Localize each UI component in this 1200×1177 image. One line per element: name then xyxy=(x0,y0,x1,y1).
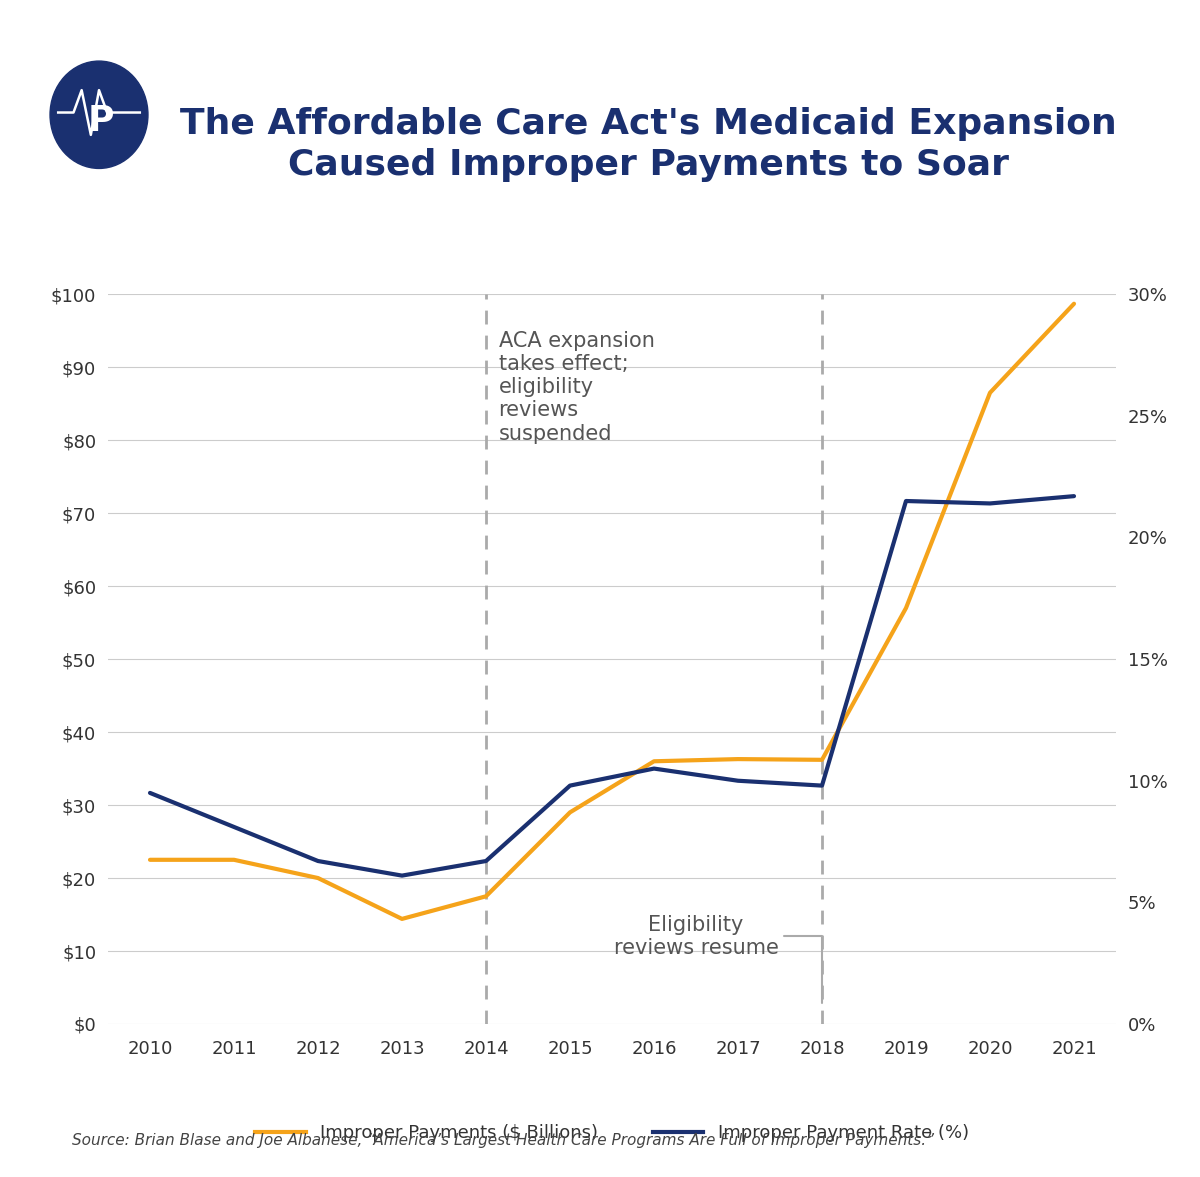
Text: ACA expansion
takes effect;
eligibility
reviews
suspended: ACA expansion takes effect; eligibility … xyxy=(499,331,654,444)
Text: Source: Brian Blase and Joe Albanese, “America’s Largest Health Care Programs Ar: Source: Brian Blase and Joe Albanese, “A… xyxy=(72,1132,934,1148)
Text: Caused Improper Payments to Soar: Caused Improper Payments to Soar xyxy=(288,148,1008,181)
Text: The Affordable Care Act's Medicaid Expansion: The Affordable Care Act's Medicaid Expan… xyxy=(180,107,1116,140)
Legend: Improper Payments ($ Billions), Improper Payment Rate (%): Improper Payments ($ Billions), Improper… xyxy=(248,1117,976,1150)
Text: P: P xyxy=(88,105,114,139)
Text: Eligibility
reviews resume: Eligibility reviews resume xyxy=(613,915,822,1003)
Circle shape xyxy=(50,61,148,168)
